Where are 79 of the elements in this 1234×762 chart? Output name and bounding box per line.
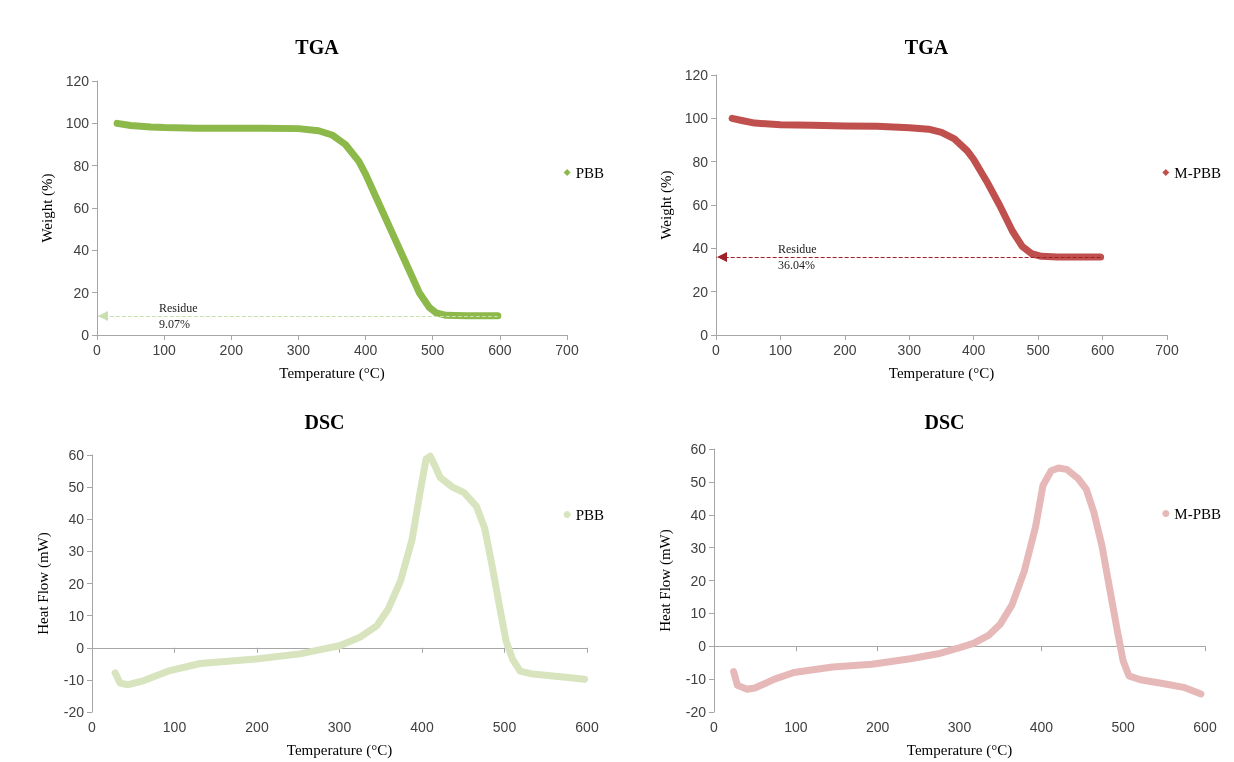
x-tick-label: 0 [93,342,102,358]
x-axis-title: Temperature (°C) [906,741,1013,759]
y-tick-label: 20 [73,284,90,301]
x-tick-label: 400 [1029,719,1054,735]
x-tick-label: 100 [784,719,808,735]
y-tick-label: 40 [692,240,709,257]
chart-title: DSC [304,411,345,433]
x-tick-label: 0 [712,342,721,358]
legend-label: PBB [575,506,605,523]
x-tick-label: 400 [353,342,378,358]
x-tick-label: 200 [865,719,890,735]
y-tick-label: 0 [698,638,707,655]
y-tick-label: 120 [684,67,709,83]
x-axis-title: Temperature (°C) [286,741,393,759]
x-tick-label: 300 [286,342,311,358]
y-tick-label: 40 [68,511,85,528]
y-tick-label: -20 [63,704,85,720]
x-tick-label: 300 [897,342,922,358]
y-tick-label: 10 [690,605,707,622]
chart-title: DSC [924,411,965,433]
x-tick-label: 500 [1026,342,1051,358]
y-tick-label: 10 [68,607,85,624]
x-tick-label: 400 [410,719,434,735]
y-tick-label: 60 [68,447,85,463]
x-tick-label: 0 [710,719,719,735]
y-axis-title: Heat Flow (mW) [34,532,52,635]
x-tick-label: 600 [1193,719,1217,735]
y-tick-label: 20 [690,572,707,589]
y-tick-label: 50 [690,473,707,490]
legend-label: M-PBB [1174,505,1221,522]
y-tick-label: 60 [690,441,707,457]
x-tick-label: 100 [162,719,187,735]
ref-line-label: Residue 9.07% [159,300,198,331]
x-tick-label: 500 [1111,719,1136,735]
y-tick-label: -10 [685,671,707,688]
y-tick-label: 30 [690,539,707,556]
y-tick-label: 20 [68,575,85,592]
y-axis-title: Weight (%) [658,170,676,240]
y-tick-label: 60 [692,197,709,213]
y-tick-label: 80 [73,157,90,174]
x-tick-label: 700 [555,342,579,358]
y-tick-label: 100 [65,115,90,132]
y-tick-label: -10 [63,671,85,688]
y-tick-label: 50 [68,479,85,496]
y-tick-label: 100 [684,110,709,127]
y-tick-label: -20 [685,704,707,720]
ref-line-label: Residue 36.04% [778,241,817,272]
x-tick-label: 100 [768,342,793,358]
y-tick-label: 40 [73,242,90,259]
chart-title: TGA [295,36,340,58]
x-tick-label: 600 [1090,342,1115,358]
x-tick-label: 500 [492,719,517,735]
y-tick-label: 30 [68,543,85,560]
x-tick-label: 600 [488,342,512,358]
x-tick-label: 300 [327,719,352,735]
y-tick-label: 0 [76,639,85,656]
y-axis-title: Heat Flow (mW) [656,529,674,632]
x-axis-title: Temperature (°C) [279,364,385,382]
y-tick-label: 0 [81,327,90,343]
y-tick-label: 40 [690,506,707,523]
x-tick-label: 300 [947,719,972,735]
x-tick-label: 100 [152,342,177,358]
legend-label: PBB [575,164,605,181]
x-tick-label: 500 [421,342,445,358]
x-tick-label: 200 [833,342,857,358]
y-axis-title: Weight (%) [39,173,57,243]
y-tick-label: 80 [692,153,709,170]
x-axis-title: Temperature (°C) [888,364,995,382]
legend-label: M-PBB [1174,164,1221,181]
x-tick-label: 400 [962,342,986,358]
chart-title: TGA [904,36,949,58]
y-tick-label: 60 [73,200,90,216]
y-tick-label: 0 [700,327,709,343]
y-tick-label: 120 [65,73,90,89]
x-tick-label: 700 [1155,342,1179,358]
x-tick-label: 200 [219,342,244,358]
y-tick-label: 20 [692,283,709,300]
x-tick-label: 200 [245,719,269,735]
x-tick-label: 600 [575,719,599,735]
